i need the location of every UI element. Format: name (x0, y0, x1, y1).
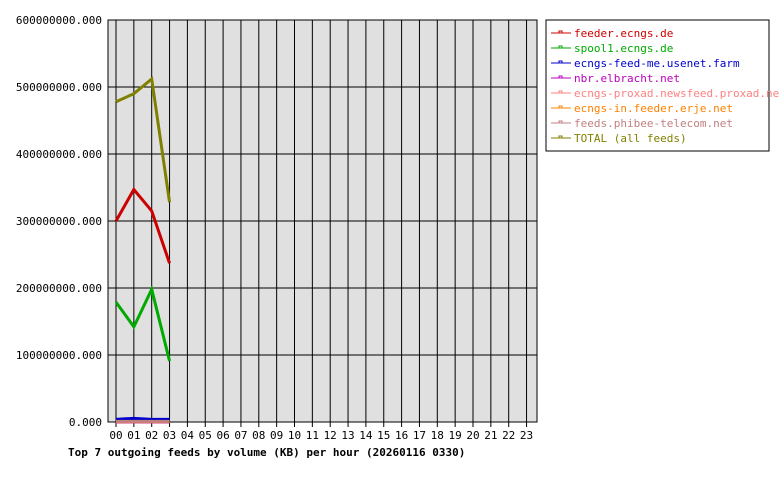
x-tick-label: 03 (163, 429, 176, 442)
x-tick-label: 13 (341, 429, 354, 442)
y-tick-label: 500000000.000 (16, 81, 102, 94)
y-tick-label: 200000000.000 (16, 282, 102, 295)
x-tick-label: 00 (109, 429, 122, 442)
x-tick-label: 22 (502, 429, 515, 442)
legend-entry: ecngs-feed-me.usenet.farm (574, 57, 740, 70)
legend-entry: feeds.phibee-telecom.net (574, 117, 733, 130)
x-tick-label: 17 (413, 429, 426, 442)
y-tick-label: 300000000.000 (16, 215, 102, 228)
x-tick-label: 20 (466, 429, 479, 442)
x-tick-label: 16 (395, 429, 408, 442)
legend-entry: nbr.elbracht.net (574, 72, 680, 85)
x-tick-label: 07 (234, 429, 247, 442)
x-tick-label: 18 (431, 429, 444, 442)
x-tick-label: 05 (199, 429, 212, 442)
x-tick-label: 11 (306, 429, 319, 442)
series-line (115, 416, 170, 421)
series-line (115, 76, 172, 203)
legend-marker (558, 75, 563, 79)
x-tick-label: 23 (520, 429, 533, 442)
x-tick-label: 10 (288, 429, 301, 442)
x-tick-label: 01 (127, 429, 140, 442)
x-tick-label: 08 (252, 429, 265, 442)
legend-entry: spool1.ecngs.de (574, 42, 673, 55)
y-tick-label: 0.000 (69, 416, 102, 429)
x-tick-label: 02 (145, 429, 158, 442)
series-line (114, 186, 171, 264)
legend (545, 19, 770, 152)
chart-title: Top 7 outgoing feeds by volume (KB) per … (68, 446, 465, 459)
legend-marker (558, 90, 563, 94)
x-tick-label: 09 (270, 429, 283, 442)
y-tick-label: 100000000.000 (16, 349, 102, 362)
legend-entry: feeder.ecngs.de (574, 27, 673, 40)
y-tick-label: 400000000.000 (16, 148, 102, 161)
y-tick-label: 600000000.000 (16, 14, 102, 27)
legend-marker (558, 105, 563, 109)
legend-marker (558, 135, 563, 139)
series-line (114, 284, 172, 362)
legend-marker (558, 45, 563, 49)
x-tick-label: 14 (359, 429, 373, 442)
legend-entry: ecngs-proxad.newsfeed.proxad.net (574, 87, 780, 100)
x-tick-label: 06 (216, 429, 229, 442)
legend-entry: ecngs-in.feeder.erje.net (574, 102, 733, 115)
legend-marker (558, 60, 563, 64)
x-tick-label: 19 (449, 429, 462, 442)
x-tick-label: 12 (324, 429, 337, 442)
legend-marker (558, 120, 563, 124)
x-tick-label: 04 (181, 429, 195, 442)
legend-marker (558, 30, 563, 34)
legend-entry: TOTAL (all feeds) (574, 132, 687, 145)
x-tick-label: 21 (484, 429, 497, 442)
x-tick-label: 15 (377, 429, 390, 442)
